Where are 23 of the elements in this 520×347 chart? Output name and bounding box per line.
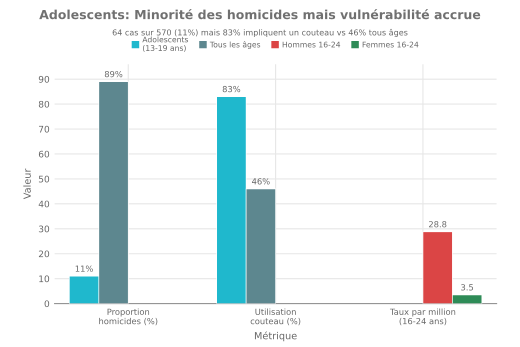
y-tick-label: 0 <box>44 300 50 308</box>
y-tick-label: 90 <box>38 76 50 83</box>
y-tick-label: 70 <box>38 126 50 133</box>
x-tick-label: Taux par million (16-24 ans) <box>390 308 456 326</box>
y-tick-label: 50 <box>38 176 50 182</box>
data-label: 89% <box>104 70 122 78</box>
y-tick-label: 30 <box>38 226 50 232</box>
y-tick-label: 60 <box>38 150 50 158</box>
y-tick-label: 80 <box>38 100 50 108</box>
chart-subtitle: 64 cas sur 570 (11%) mais 83% impliquent un couteau vs 46% tous âges <box>112 28 408 38</box>
data-label: 28.8 <box>429 221 446 228</box>
data-label: 46% <box>252 178 270 185</box>
data-label: 11% <box>76 265 93 272</box>
data-label: 83% <box>222 86 240 92</box>
y-tick-label: 20 <box>38 250 50 258</box>
data-label: 3.5 <box>461 284 474 291</box>
x-tick-label: Proportion homicides (%) <box>99 308 158 326</box>
x-tick-label: Utilisation couteau (%) <box>250 308 300 326</box>
x-axis-title: Métrique <box>254 331 297 342</box>
chart-title: Adolescents: Minorité des homicides mais vulnérabilité accrue <box>39 9 480 20</box>
y-tick-label: 40 <box>38 200 50 208</box>
y-axis-title: Valeur <box>23 168 31 200</box>
y-tick-label: 10 <box>39 275 50 282</box>
